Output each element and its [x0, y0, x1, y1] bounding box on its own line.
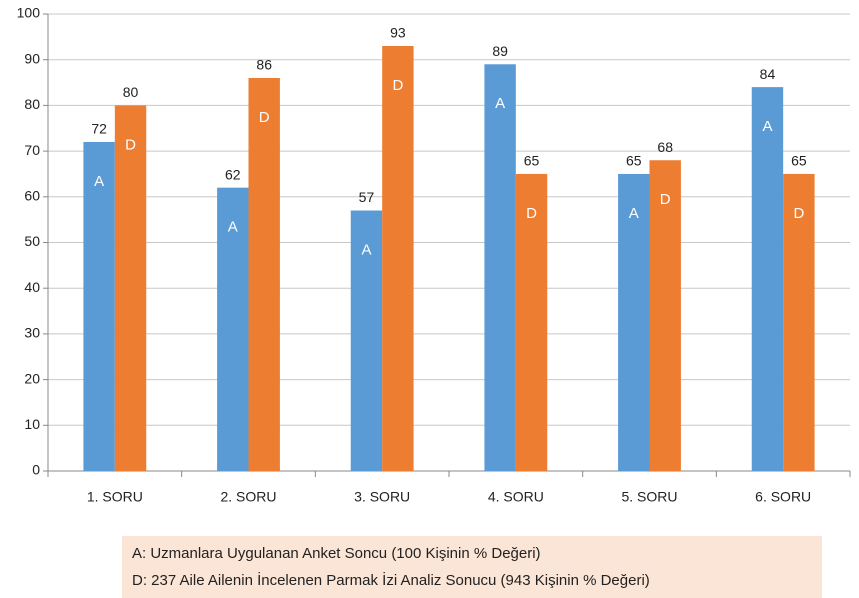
x-tick-label: 6. SORU	[755, 489, 811, 505]
bar-series-label: D	[392, 77, 403, 94]
y-tick-label: 0	[32, 462, 40, 478]
bar	[350, 210, 383, 471]
bar	[382, 45, 414, 472]
value-label: 62	[225, 166, 241, 182]
x-tick-label: 3. SORU	[354, 489, 410, 505]
legend-note: A: Uzmanlara Uygulanan Anket Soncu (100 …	[132, 545, 541, 562]
legend-note: D: 237 Aile Ailenin İncelenen Parmak İzi…	[132, 571, 650, 589]
y-tick-label: 80	[24, 96, 40, 112]
bar-series-label: D	[125, 136, 136, 153]
x-tick-label: 4. SORU	[488, 489, 544, 505]
legend-box	[122, 536, 822, 598]
value-label: 86	[256, 57, 272, 73]
value-label: 80	[123, 84, 139, 100]
value-label: 68	[657, 139, 673, 155]
bar	[83, 141, 115, 471]
value-label: 93	[390, 25, 406, 41]
value-label: 65	[791, 153, 807, 169]
value-label: 65	[524, 153, 540, 169]
bar	[649, 160, 681, 472]
bar	[783, 173, 815, 471]
value-label: 84	[760, 66, 776, 82]
y-tick-label: 50	[24, 233, 40, 249]
x-tick-label: 1. SORU	[87, 489, 143, 505]
value-label: 57	[359, 189, 375, 205]
x-tick-label: 5. SORU	[621, 489, 677, 505]
y-tick-label: 60	[24, 188, 40, 204]
bar	[751, 87, 784, 472]
bar-series-label: D	[259, 109, 270, 126]
bar	[484, 64, 516, 472]
bar	[114, 105, 147, 472]
bar-series-label: A	[228, 219, 238, 236]
y-tick-label: 10	[24, 416, 40, 432]
bar-series-label: A	[762, 118, 772, 135]
bar	[618, 173, 650, 471]
bar	[217, 187, 249, 471]
y-tick-label: 30	[24, 325, 40, 341]
value-label: 72	[91, 121, 107, 137]
y-tick-label: 40	[24, 279, 40, 295]
bar-series-label: A	[94, 173, 104, 190]
bar-series-label: A	[361, 241, 371, 258]
value-label: 89	[492, 43, 508, 59]
y-tick-label: 100	[17, 5, 41, 21]
bar	[515, 173, 548, 471]
bar-series-label: D	[793, 205, 804, 222]
y-tick-label: 90	[24, 50, 40, 66]
x-tick-label: 2. SORU	[220, 489, 276, 505]
bar-series-label: D	[660, 191, 671, 208]
bar-series-label: D	[526, 205, 537, 222]
bar-series-label: A	[495, 95, 505, 112]
y-tick-label: 20	[24, 370, 40, 386]
bar	[248, 77, 280, 471]
y-tick-label: 70	[24, 142, 40, 158]
bar-series-label: A	[629, 205, 639, 222]
value-label: 65	[626, 153, 642, 169]
